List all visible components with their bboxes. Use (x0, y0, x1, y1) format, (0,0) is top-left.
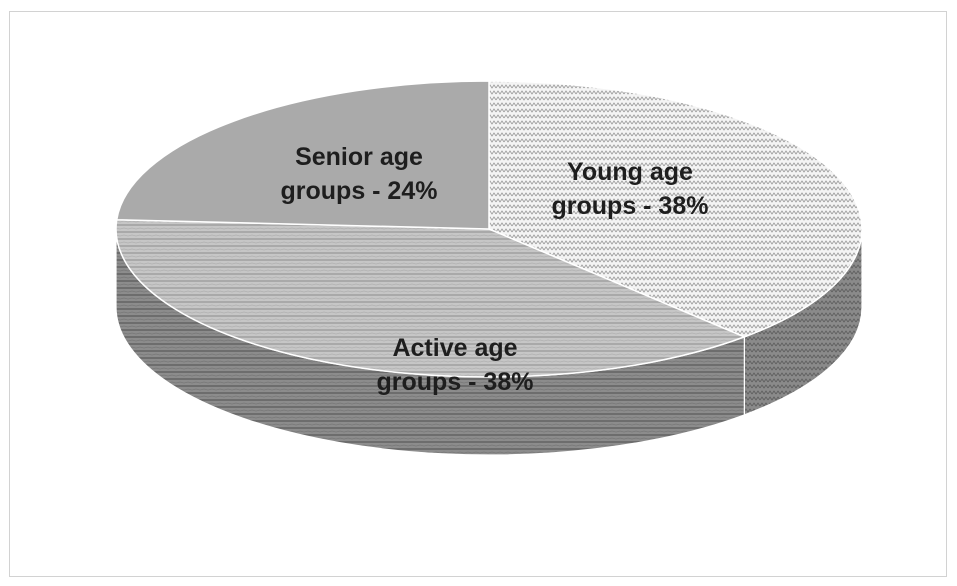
slice-label-line: groups - 24% (281, 177, 438, 205)
slice-label-line: Senior age (295, 143, 423, 171)
pie-slice-young-age (488, 80, 863, 338)
slice-label-young-age: Young age groups - 38% (552, 158, 709, 220)
pie-slice-active-age (115, 218, 747, 378)
slice-label-line: groups - 38% (552, 192, 709, 220)
pie-slice-senior-age (115, 80, 490, 230)
slice-label-line: Young age (567, 158, 693, 186)
slice-label-senior-age: Senior age groups - 24% (281, 143, 438, 205)
slice-label-line: groups - 38% (377, 368, 534, 396)
slice-label-active-age: Active age groups - 38% (377, 334, 534, 396)
slice-label-line: Active age (392, 334, 517, 362)
